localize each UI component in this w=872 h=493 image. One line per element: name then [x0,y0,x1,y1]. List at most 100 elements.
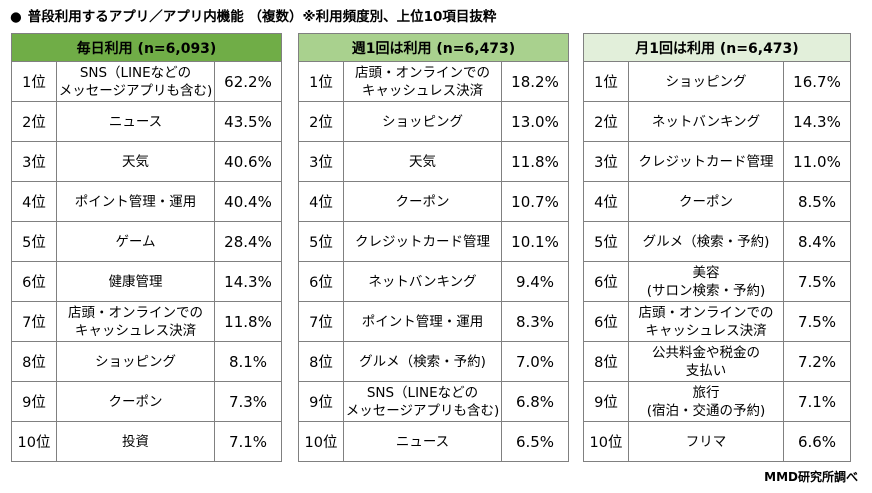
rank-cell: 9位 [298,381,344,422]
table-row: 6位 店頭・オンラインでの キャッシュレス決済 7.5% [583,301,851,342]
item-cell: 店頭・オンラインでの キャッシュレス決済 [56,301,215,342]
item-cell: 店頭・オンラインでの キャッシュレス決済 [343,61,502,102]
percentage-cell: 7.1% [214,421,282,462]
item-line-1: SNS（LINEなどの [366,384,479,401]
table-row: 10位 ニュース 6.5% [298,421,569,462]
item-line-1: 天気 [409,153,436,170]
percentage-cell: 6.5% [501,421,569,462]
table-row: 8位 ショッピング 8.1% [11,341,282,382]
rank-cell: 6位 [583,301,629,342]
item-cell: クーポン [56,381,215,422]
table-row: 5位 クレジットカード管理 10.1% [298,221,569,262]
item-cell: 天気 [343,141,502,182]
table-row: 4位 クーポン 10.7% [298,181,569,222]
percentage-cell: 10.1% [501,221,569,262]
item-cell: フリマ [628,421,784,462]
item-cell: グルメ（検索・予約) [343,341,502,382]
item-line-1: ゲーム [115,233,156,250]
item-line-1: グルメ（検索・予約) [642,233,770,250]
rank-cell: 8位 [11,341,57,382]
item-cell: ポイント管理・運用 [56,181,215,222]
percentage-cell: 7.2% [783,341,851,382]
item-line-1: クーポン [395,193,450,210]
rank-cell: 2位 [583,101,629,142]
item-line-1: ポイント管理・運用 [361,313,484,330]
rank-cell: 10位 [583,421,629,462]
rank-cell: 2位 [11,101,57,142]
table-row: 6位 健康管理 14.3% [11,261,282,302]
item-line-1: クレジットカード管理 [355,233,490,250]
item-cell: SNS（LINEなどの メッセージアプリも含む) [343,381,502,422]
rank-cell: 6位 [11,261,57,302]
percentage-cell: 62.2% [214,61,282,102]
percentage-cell: 8.3% [501,301,569,342]
rank-cell: 1位 [11,61,57,102]
rank-cell: 3位 [298,141,344,182]
page-title: ● 普段利用するアプリ／アプリ内機能 （複数）※利用頻度別、上位10項目抜粋 [10,6,496,28]
item-line-1: 美容 [692,264,720,281]
percentage-cell: 7.5% [783,261,851,302]
item-cell: 健康管理 [56,261,215,302]
rank-cell: 6位 [583,261,629,302]
source-credit: MMD研究所調べ [764,470,858,484]
table-daily: 毎日利用 (n=6,093) 1位 SNS（LINEなどの メッセージアプリも含む)… [11,33,282,462]
table-row: 1位 SNS（LINEなどの メッセージアプリも含む) 62.2% [11,61,282,102]
item-cell: クレジットカード管理 [628,141,784,182]
item-cell: 旅行 (宿泊・交通の予約) [628,381,784,422]
item-line-1: ニュース [108,113,163,130]
item-line-2: (サロン検索・予約) [646,282,766,299]
item-line-1: 店頭・オンラインでの [355,64,490,81]
percentage-cell: 7.5% [783,301,851,342]
table-row: 10位 フリマ 6.6% [583,421,851,462]
percentage-cell: 14.3% [783,101,851,142]
item-line-1: ネットバンキング [651,113,761,130]
rank-cell: 2位 [298,101,344,142]
item-line-2: 支払い [685,362,727,379]
item-cell: 投資 [56,421,215,462]
percentage-cell: 11.8% [501,141,569,182]
table-header: 週1回は利用 (n=6,473) [298,33,569,62]
rank-cell: 1位 [583,61,629,102]
table-row: 5位 ゲーム 28.4% [11,221,282,262]
percentage-cell: 18.2% [501,61,569,102]
table-row: 9位 クーポン 7.3% [11,381,282,422]
item-cell: 店頭・オンラインでの キャッシュレス決済 [628,301,784,342]
percentage-cell: 8.1% [214,341,282,382]
item-cell: ショッピング [628,61,784,102]
rank-cell: 4位 [583,181,629,222]
rank-cell: 9位 [11,381,57,422]
item-cell: ネットバンキング [343,261,502,302]
table-weekly: 週1回は利用 (n=6,473) 1位 店頭・オンラインでの キャッシュレス決済 18… [298,33,569,462]
rank-cell: 10位 [298,421,344,462]
item-line-1: ポイント管理・運用 [74,193,197,210]
table-row: 3位 天気 11.8% [298,141,569,182]
rank-cell: 5位 [298,221,344,262]
rank-cell: 6位 [298,261,344,302]
item-line-1: ショッピング [382,113,463,130]
item-line-1: ショッピング [665,73,747,90]
percentage-cell: 8.4% [783,221,851,262]
item-line-2: (宿泊・交通の予約) [646,402,766,419]
item-line-2: メッセージアプリも含む) [345,402,500,419]
title-text: 普段利用するアプリ／アプリ内機能 （複数）※利用頻度別、上位10項目抜粋 [27,9,497,25]
item-line-1: 健康管理 [108,273,163,290]
item-cell: ニュース [56,101,215,142]
table-row: 6位 美容 (サロン検索・予約) 7.5% [583,261,851,302]
table-row: 2位 ネットバンキング 14.3% [583,101,851,142]
table-row: 1位 店頭・オンラインでの キャッシュレス決済 18.2% [298,61,569,102]
percentage-cell: 10.7% [501,181,569,222]
rank-cell: 8位 [583,341,629,382]
item-cell: 公共料金や税金の 支払い [628,341,784,382]
item-line-1: グルメ（検索・予約) [359,353,486,370]
item-line-1: ショッピング [95,353,176,370]
table-row: 3位 クレジットカード管理 11.0% [583,141,851,182]
table-row: 2位 ショッピング 13.0% [298,101,569,142]
table-header: 月1回は利用 (n=6,473) [583,33,851,62]
item-cell: SNS（LINEなどの メッセージアプリも含む) [56,61,215,102]
item-cell: クーポン [343,181,502,222]
item-cell: ポイント管理・運用 [343,301,502,342]
table-monthly: 月1回は利用 (n=6,473) 1位 ショッピング 16.7% 2位 ネットバンキング… [583,33,851,462]
rank-cell: 3位 [583,141,629,182]
percentage-cell: 7.1% [783,381,851,422]
item-line-1: 旅行 [692,384,720,401]
